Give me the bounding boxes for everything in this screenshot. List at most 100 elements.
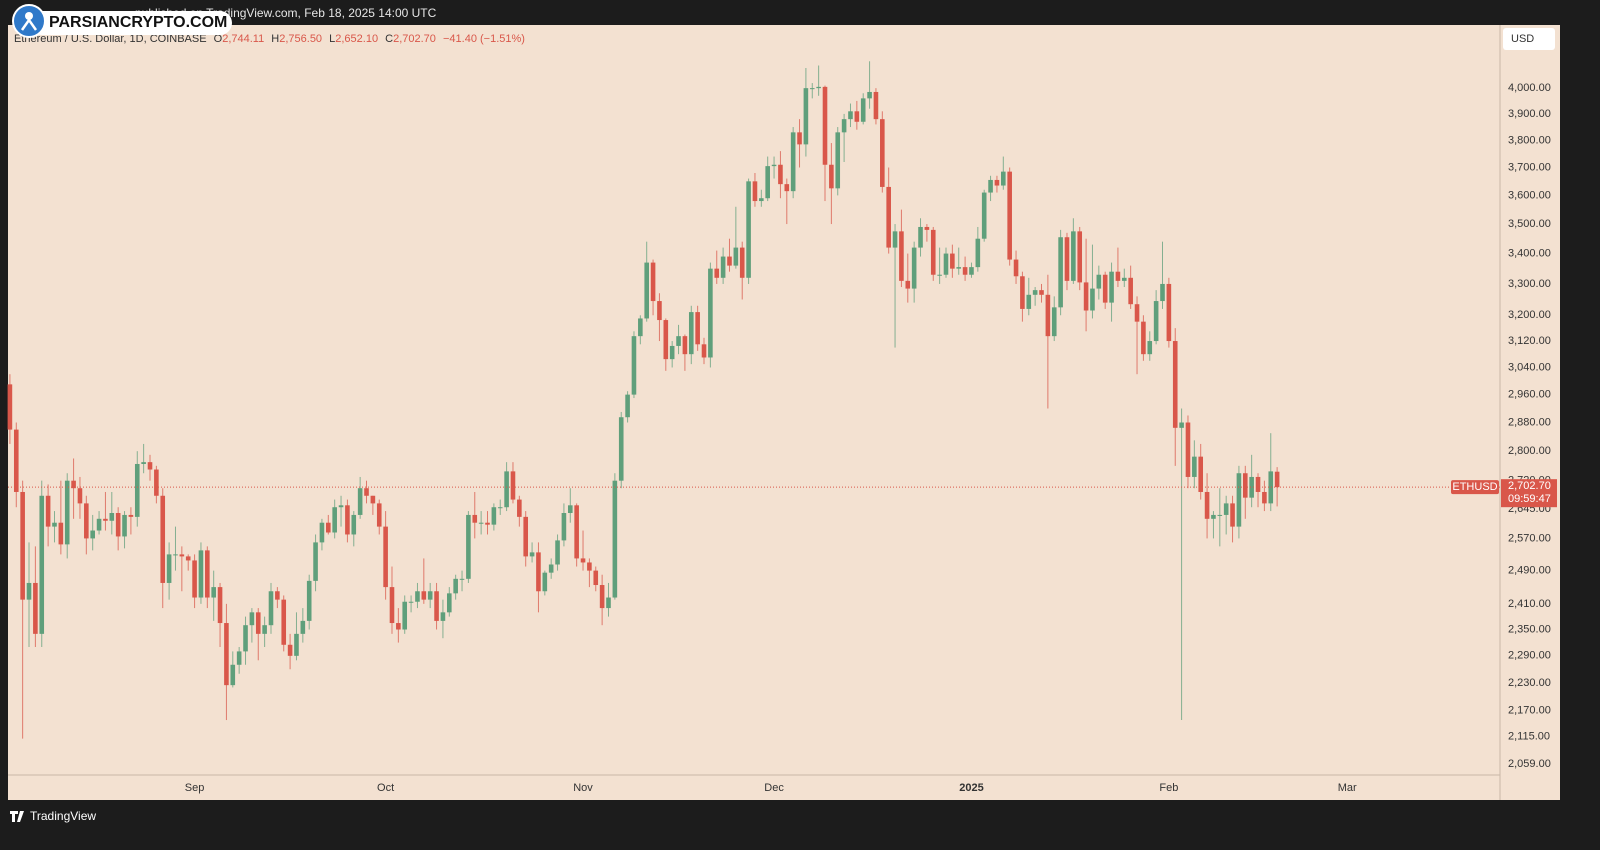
candle-body — [1242, 473, 1248, 498]
candle-body — [1172, 341, 1178, 428]
candle-body — [765, 166, 770, 199]
y-tick-label: 2,410.00 — [1508, 598, 1551, 610]
currency-label[interactable]: USD — [1511, 33, 1534, 45]
candle-body — [326, 522, 331, 533]
candle-body — [784, 184, 790, 192]
candle-body — [695, 312, 700, 345]
logo-mark — [20, 17, 38, 31]
candle-body — [96, 518, 102, 531]
y-tick-label: 2,490.00 — [1508, 565, 1551, 577]
candle-body — [1166, 283, 1172, 342]
candle-body — [1083, 282, 1089, 311]
y-tick-label: 2,115.00 — [1508, 731, 1550, 743]
candle-body — [580, 558, 586, 563]
candle-body — [287, 644, 293, 656]
candle-body — [453, 578, 458, 594]
candle-body — [427, 591, 433, 600]
candle-body — [1128, 277, 1133, 305]
y-tick-label: 4,000.00 — [1508, 82, 1551, 94]
candle-body — [733, 247, 739, 266]
candle-body — [771, 164, 777, 167]
x-tick-label: Feb — [1159, 782, 1178, 794]
candle-body — [669, 345, 675, 360]
y-tick-label: 3,800.00 — [1508, 134, 1551, 146]
candle-body — [26, 582, 32, 600]
candle-body — [1109, 271, 1114, 303]
legend-value: 2,652.10 — [335, 33, 378, 45]
candle-body — [230, 664, 236, 686]
candle-body — [759, 198, 764, 202]
watermark: PARSIANCRYPTO.COM — [12, 4, 232, 38]
candle-body — [52, 522, 57, 527]
candle-body — [663, 320, 669, 360]
candle-body — [33, 582, 38, 634]
y-tick-label: 2,880.00 — [1508, 416, 1551, 428]
y-tick-label: 3,900.00 — [1508, 108, 1551, 120]
candle-body — [383, 526, 388, 588]
candle-body — [599, 585, 605, 609]
candle-body — [1153, 301, 1159, 342]
y-tick-label: 2,960.00 — [1508, 389, 1551, 401]
candle-body — [338, 505, 344, 508]
x-tick-label: Sep — [185, 782, 205, 794]
candle-body — [504, 471, 509, 508]
candle-body — [822, 86, 828, 165]
candle-body — [536, 552, 541, 592]
candle-body — [727, 256, 732, 266]
footer-brand: TradingView — [30, 809, 96, 823]
y-tick-label: 3,700.00 — [1508, 161, 1551, 173]
candle-body — [676, 336, 681, 346]
candle-body — [7, 384, 13, 430]
candle-body — [1217, 514, 1223, 516]
candle-body — [529, 552, 535, 557]
candle-body — [612, 480, 618, 598]
candle-body — [71, 480, 76, 489]
candle-body — [911, 247, 917, 289]
candle-body — [192, 560, 197, 598]
x-tick-label: Mar — [1338, 782, 1357, 794]
candle-body — [1249, 476, 1254, 498]
candle-body — [975, 238, 981, 268]
y-tick-label: 2,170.00 — [1508, 705, 1551, 717]
candle-body — [236, 651, 242, 665]
candle-body — [224, 623, 229, 686]
candle-body — [555, 540, 560, 565]
candle-body — [1071, 231, 1076, 281]
legend-value: 2,702.70 — [393, 33, 436, 45]
candle-body — [103, 518, 108, 521]
candle-body — [1051, 307, 1057, 337]
legend-change: −41.40 (−1.51%) — [443, 33, 525, 45]
candle-body — [988, 179, 993, 193]
candle-body — [714, 268, 720, 278]
candle-body — [523, 516, 529, 557]
candle-body — [618, 417, 624, 481]
currency-box[interactable] — [1503, 28, 1555, 50]
countdown-label: 09:59:47 — [1508, 493, 1551, 505]
candle-body — [778, 164, 783, 185]
chart-legend: Ethereum / U.S. Dollar, 1D, COINBASE O2,… — [14, 33, 525, 45]
candle-body — [1115, 271, 1121, 281]
legend-value: 2,744.11 — [222, 33, 264, 45]
candle-body — [937, 274, 942, 276]
candle-body — [332, 507, 337, 533]
candle-body — [122, 514, 127, 537]
y-tick-label: 3,500.00 — [1508, 218, 1551, 230]
candle-body — [415, 591, 420, 602]
candle-body — [1141, 321, 1146, 355]
y-tick-label: 3,040.00 — [1508, 361, 1551, 373]
candle-body — [574, 505, 579, 559]
candle-body — [542, 572, 548, 592]
candle-body — [211, 587, 216, 598]
candle-body — [854, 111, 860, 122]
candle-body — [1185, 422, 1191, 477]
candle-body — [1090, 288, 1095, 311]
candle-body — [115, 513, 121, 537]
y-tick-label: 3,120.00 — [1508, 335, 1551, 347]
symbol-tag-label: ETHUSD — [1452, 481, 1497, 493]
candle-body — [20, 491, 25, 600]
symbol-tag — [1451, 480, 1499, 495]
candle-body — [790, 132, 796, 192]
candle-body — [319, 522, 325, 543]
candle-body — [478, 522, 484, 524]
candle-body — [77, 488, 83, 504]
